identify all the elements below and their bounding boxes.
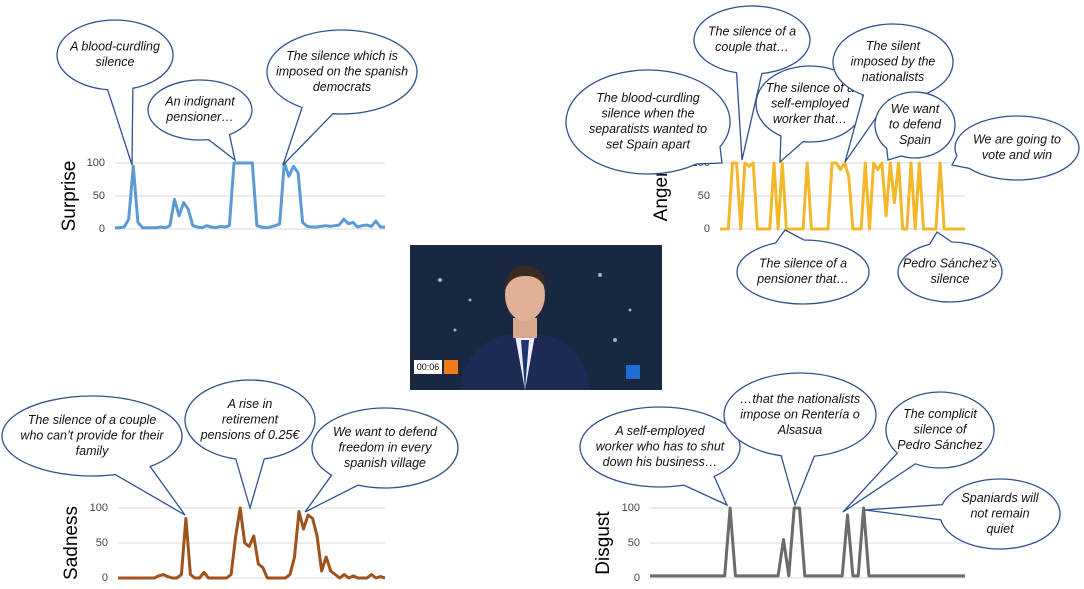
bubble-text: worker that… (773, 112, 847, 126)
y-tick-label: 100 (87, 157, 105, 169)
bubble-text: family (76, 444, 109, 458)
bubble-text: Spaniards will (961, 491, 1039, 505)
bubble-text: retirement (222, 412, 279, 426)
bubble-text: The silence of a (766, 81, 854, 95)
bubble-text: A blood-curdling (69, 40, 160, 54)
bubble-text: set Spain apart (606, 138, 691, 152)
y-axis-label: Anger (651, 170, 672, 221)
bubble-text: An indignant (164, 95, 235, 109)
y-tick-label: 0 (99, 223, 105, 235)
bubble-text: The silence of a (759, 257, 847, 271)
data-line (650, 506, 965, 578)
bubble-text: The silence of a couple (28, 413, 157, 427)
y-tick-label: 0 (634, 572, 640, 584)
bubble-text: A self-employed (614, 424, 705, 438)
bubble-text: Pedro Sánchez’s (903, 257, 997, 271)
speech-bubble (736, 229, 870, 305)
y-tick-label: 0 (704, 223, 710, 235)
bubble-text: quiet (986, 522, 1014, 536)
bubble-text: The silence of a (708, 25, 796, 39)
bubble-text: …that the nationalists (740, 392, 860, 406)
bubble-text: nationalists (862, 70, 925, 84)
y-axis-label: Disgust (593, 511, 614, 575)
speech-bubble (266, 29, 418, 166)
y-tick-label: 0 (102, 572, 108, 584)
data-line (720, 161, 965, 231)
bubble-text: democrats (313, 80, 371, 94)
timer: 00:06 (417, 362, 440, 372)
bubble-text: We want (891, 102, 940, 116)
bubble-text: Pedro Sánchez (897, 438, 983, 452)
speech-bubble (565, 69, 731, 175)
bubble-text: not remain (970, 506, 1029, 520)
speech-bubble (874, 91, 956, 161)
bubble-text: vote and win (982, 148, 1052, 162)
bubble-text: impose on Rentería o (740, 407, 860, 421)
bubble-text: self-employed (771, 96, 850, 110)
speech-bubble (1, 395, 186, 516)
bubble-text: silence (931, 272, 970, 286)
video-frame: 00:06 (410, 245, 662, 390)
bubble-text: A rise in (227, 397, 273, 411)
data-line (118, 506, 386, 580)
speech-bubble (147, 79, 253, 162)
speech-bubble (755, 65, 865, 164)
y-tick-label: 50 (698, 190, 710, 202)
bubble-text: imposed on the spanish (276, 64, 408, 78)
y-tick-label: 50 (93, 190, 105, 202)
speech-bubble (579, 406, 741, 507)
y-axis-label: Sadness (61, 506, 82, 580)
bubble-text: imposed by the (851, 54, 936, 68)
speech-bubble (951, 115, 1080, 181)
bubble-text: We are going to (973, 133, 1061, 147)
speech-bubble (897, 231, 1003, 303)
y-tick-label: 100 (90, 502, 108, 514)
y-tick-label: 50 (628, 537, 640, 549)
bubble-text: The silence which is (286, 49, 398, 63)
speech-bubble (184, 379, 316, 511)
bubble-text: silence when the (601, 107, 694, 121)
speech-bubble (842, 391, 995, 513)
bubble-text: We want to defend (333, 425, 438, 439)
speech-bubble (723, 372, 877, 508)
bubble-text: Alsasua (777, 423, 823, 437)
bubble-text: The complicit (903, 407, 977, 421)
bubble-text: The blood-curdling (596, 91, 700, 105)
bubble-text: separatists wanted to (589, 122, 707, 136)
bubble-text: silence of (914, 422, 968, 436)
bubble-text: couple that… (715, 40, 789, 54)
bubble-text: silence (96, 55, 135, 69)
bubble-text: freedom in every (338, 440, 432, 454)
y-tick-label: 50 (96, 537, 108, 549)
speech-bubble (56, 19, 174, 166)
bubble-text: The silent (866, 39, 921, 53)
bubble-text: pensions of 0.25€ (200, 428, 301, 442)
data-line (115, 161, 385, 230)
speech-bubble (864, 478, 1061, 550)
speech-bubble (693, 5, 811, 161)
speech-bubble (304, 407, 459, 513)
y-axis-label: Surprise (59, 161, 80, 232)
y-tick-label: 100 (622, 502, 640, 514)
bubble-text: spanish village (344, 456, 426, 470)
bubble-text: to defend (889, 117, 942, 131)
bubble-text: down his business… (603, 455, 718, 469)
bubble-text: worker who has to shut (596, 439, 725, 453)
speech-bubble (832, 23, 954, 163)
bubble-text: pensioner that… (756, 272, 849, 286)
bubble-text: Spain (899, 133, 931, 147)
bubble-text: who can’t provide for their (20, 428, 164, 442)
bubble-text: pensioner… (165, 110, 233, 124)
